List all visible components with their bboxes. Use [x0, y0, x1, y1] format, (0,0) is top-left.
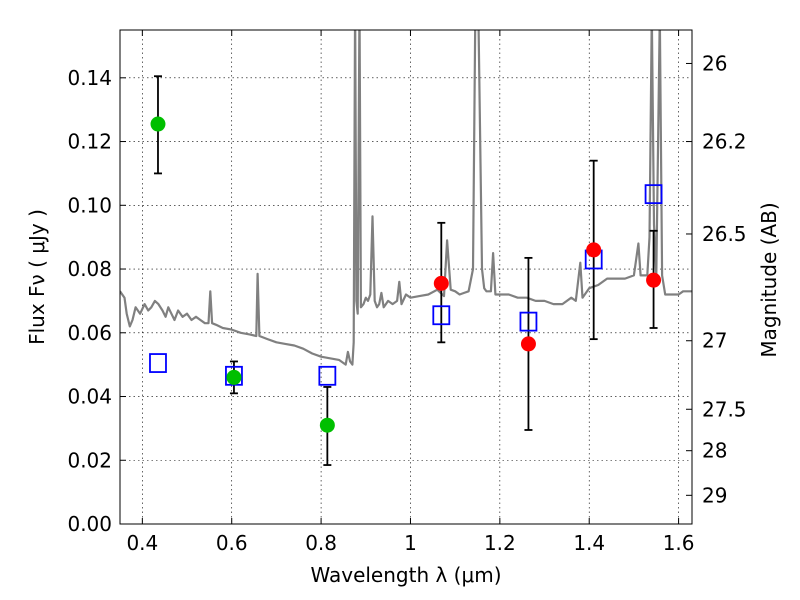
spectrum-series	[120, 30, 692, 366]
y2-tick-label: 27.5	[702, 397, 747, 421]
x-tick-label: 0.8	[305, 531, 337, 555]
photometry-square	[149, 353, 167, 373]
y2-tick-label: 26.5	[702, 222, 747, 246]
y-axis-label: Flux Fν ( μJy )	[25, 209, 49, 345]
y2-tick-label: 26.2	[702, 130, 747, 154]
photometry-square	[644, 184, 663, 205]
photometry-square	[318, 365, 337, 386]
y-tick-label: 0.02	[67, 448, 112, 472]
y-tick-label: 0.06	[67, 321, 112, 345]
data-markers	[149, 116, 663, 433]
photometry-point	[150, 116, 166, 132]
y2-axis-label: Magnitude (AB)	[757, 202, 781, 357]
photometry-point	[646, 272, 662, 288]
photometry-point	[433, 275, 449, 291]
grid	[120, 30, 692, 525]
y2-tick-label: 26	[702, 51, 727, 75]
photometry-point	[586, 242, 602, 258]
spectrum-line	[120, 30, 692, 366]
x-tick-label: 1	[404, 531, 417, 555]
photometry-point	[319, 417, 335, 433]
error-bars	[153, 75, 658, 466]
photometry-square	[432, 305, 451, 326]
x-tick-label: 1.2	[484, 531, 516, 555]
y2-tick-label: 27	[702, 329, 727, 353]
x-tick-label: 0.4	[126, 531, 158, 555]
y-tick-label: 0.10	[67, 193, 112, 217]
x-tick-label: 0.6	[216, 531, 248, 555]
x-axis-label: Wavelength λ (μm)	[310, 563, 501, 587]
x-tick-label: 1.6	[663, 531, 695, 555]
photometry-point	[520, 336, 536, 352]
photometry-point	[226, 369, 242, 385]
y-tick-label: 0.00	[67, 512, 112, 536]
y2-axis: 26 26.2 26.5 27 27.5 28 29	[686, 51, 747, 507]
x-axis: 0.4 0.6 0.8 1 1.2 1.4 1.6	[126, 30, 695, 555]
plot-frame	[119, 29, 693, 525]
y-axis: 0.00 0.02 0.04 0.06 0.08 0.10 0.12 0.14	[67, 66, 126, 536]
y-tick-label: 0.04	[67, 385, 112, 409]
y2-tick-label: 29	[702, 483, 727, 507]
photometry-square	[519, 311, 538, 332]
y2-tick-label: 28	[702, 439, 727, 463]
y-tick-label: 0.12	[67, 130, 112, 154]
y-tick-label: 0.14	[67, 66, 112, 90]
y-tick-label: 0.08	[67, 257, 112, 281]
x-tick-label: 1.4	[573, 531, 605, 555]
